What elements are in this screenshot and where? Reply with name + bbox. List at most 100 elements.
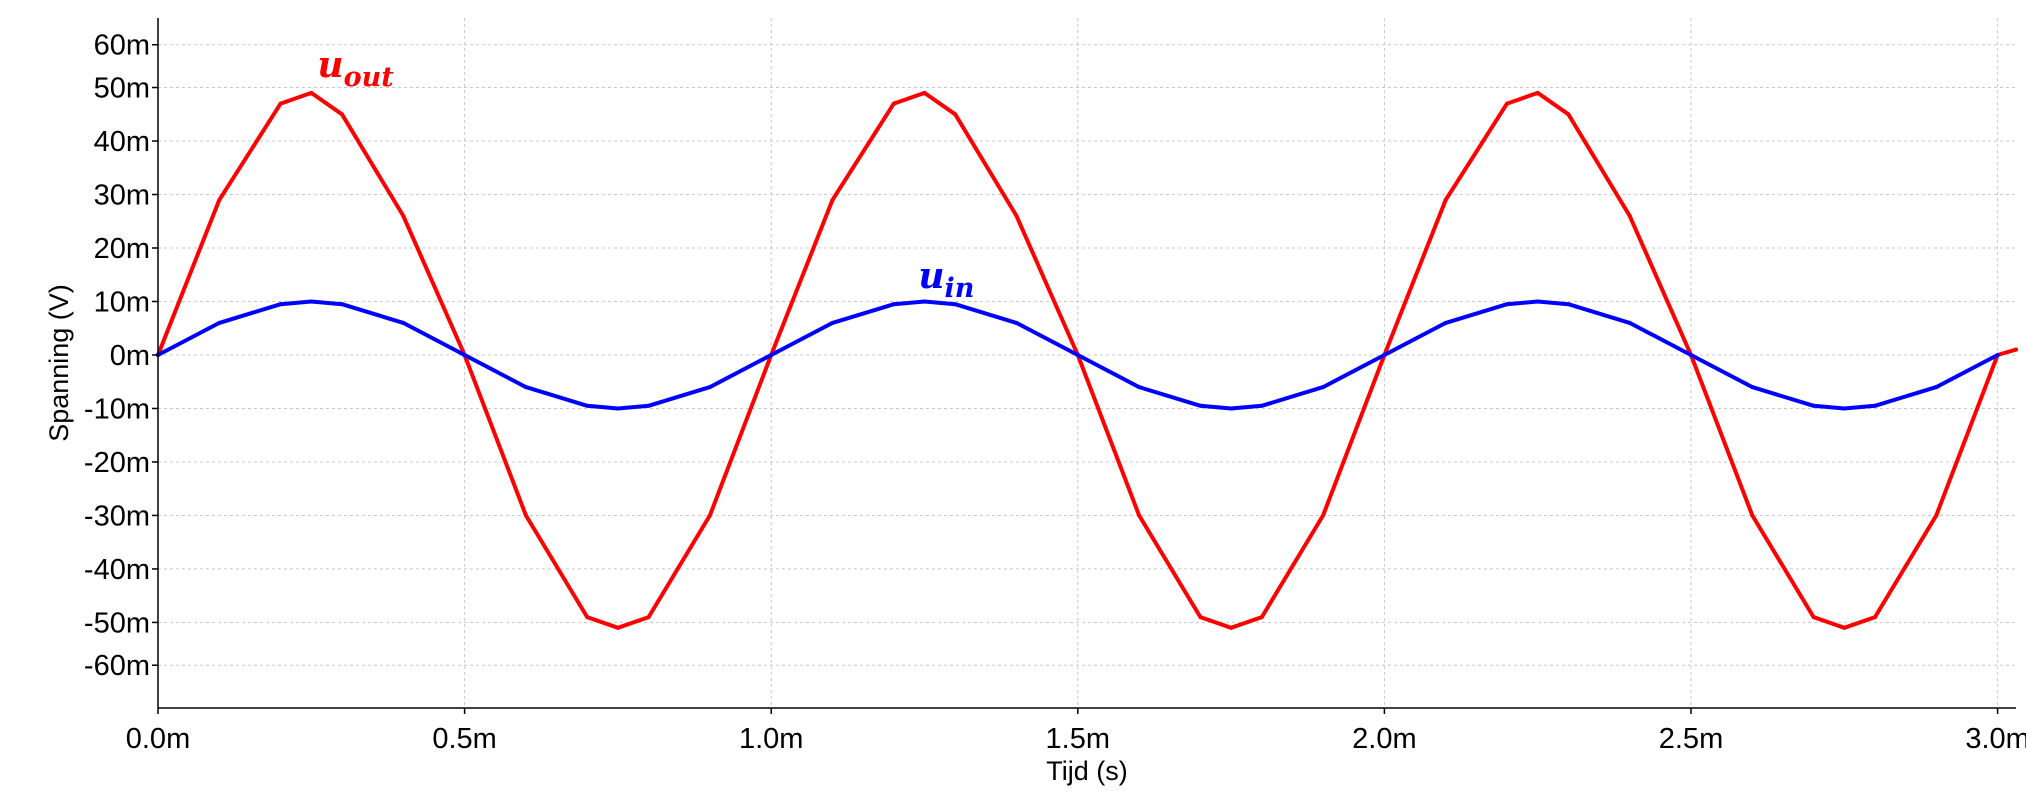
data-point-out [1750, 513, 1755, 518]
data-point-out [1811, 615, 1816, 620]
data-point-out [1443, 197, 1448, 202]
data-point-in [1321, 385, 1326, 390]
data-point-in [339, 302, 344, 307]
data-point-out [1535, 90, 1540, 95]
y-tick-label: -10m [84, 393, 150, 425]
data-point-in [585, 403, 590, 408]
data-point-in [1934, 385, 1939, 390]
data-point-in [1842, 406, 1847, 411]
data-point-in [1689, 352, 1694, 357]
data-point-in [922, 299, 927, 304]
data-point-out [1229, 625, 1234, 630]
data-point-in [615, 406, 620, 411]
data-point-out [1321, 513, 1326, 518]
data-point-in [1566, 302, 1571, 307]
data-point-out [922, 90, 927, 95]
data-point-out [1198, 615, 1203, 620]
data-point-out [1014, 213, 1019, 218]
data-point-in [1229, 406, 1234, 411]
data-point-out [2014, 347, 2018, 352]
curve-label-out: uout [317, 44, 394, 93]
data-point-in [1137, 385, 1142, 390]
series-layer [156, 90, 2018, 630]
data-point-out [1872, 615, 1877, 620]
y-tick-label: -50m [84, 607, 150, 639]
data-point-in [401, 320, 406, 325]
y-tick-label: 30m [94, 180, 150, 212]
data-point-in [523, 385, 528, 390]
data-point-out [217, 197, 222, 202]
x-tick-label: 2.0m [1352, 723, 1416, 755]
x-tick-label: 1.0m [739, 723, 803, 755]
data-point-in [707, 385, 712, 390]
data-point-out [1566, 112, 1571, 117]
data-point-in [1382, 352, 1387, 357]
x-tick-label: 3.0m [1965, 723, 2026, 755]
y-tick-label: 50m [94, 73, 150, 105]
data-point-in [1014, 320, 1019, 325]
data-point-in [1995, 352, 2000, 357]
y-tick-label: 40m [94, 126, 150, 158]
data-point-out [278, 101, 283, 106]
y-tick-label: 10m [94, 286, 150, 318]
y-tick-label: -40m [84, 554, 150, 586]
series-line-out [156, 90, 2018, 630]
data-point-out [523, 513, 528, 518]
curve-label-base: u [317, 44, 343, 86]
data-point-out [1505, 101, 1510, 106]
data-point-out [707, 513, 712, 518]
data-point-in [1198, 403, 1203, 408]
data-point-in [1627, 320, 1632, 325]
data-point-in [1259, 403, 1264, 408]
y-tick-label: -20m [84, 447, 150, 479]
data-point-in [830, 320, 835, 325]
data-point-in [1535, 299, 1540, 304]
x-tick-label: 1.5m [1046, 723, 1110, 755]
data-point-in [1505, 302, 1510, 307]
data-point-out [1627, 213, 1632, 218]
data-point-out [1934, 513, 1939, 518]
data-point-out [615, 625, 620, 630]
data-point-in [769, 352, 774, 357]
data-point-in [1872, 403, 1877, 408]
data-point-in [1075, 352, 1080, 357]
data-point-in [1811, 403, 1816, 408]
x-tick-label: 0.5m [432, 723, 496, 755]
data-point-out [1259, 615, 1264, 620]
y-tick-label: -30m [84, 500, 150, 532]
tick-labels: 60m 50m 40m 30m 20m 10m 0m -10m -20m -30m -40m -50m… [84, 30, 2026, 755]
axes [152, 18, 2016, 714]
data-point-out [339, 112, 344, 117]
data-point-in [891, 302, 896, 307]
x-axis-title: Tijd (s) [1046, 756, 1128, 786]
data-point-in [462, 352, 467, 357]
data-point-out [1137, 513, 1142, 518]
x-tick-label: 2.5m [1659, 723, 1723, 755]
data-point-in [217, 320, 222, 325]
curve-label-subscript: out [344, 62, 395, 93]
data-point-out [646, 615, 651, 620]
y-tick-label: 60m [94, 30, 150, 62]
data-point-out [953, 112, 958, 117]
x-tick-label: 0.0m [126, 723, 190, 755]
y-tick-label: -60m [84, 650, 150, 682]
data-point-in [309, 299, 314, 304]
y-axis-title: Spanning (V) [44, 284, 74, 442]
y-tick-label: 20m [94, 233, 150, 265]
data-point-in [646, 403, 651, 408]
y-tick-label: 0m [110, 340, 150, 372]
grid-lines [157, 18, 2016, 708]
data-point-in [953, 302, 958, 307]
data-point-out [309, 90, 314, 95]
data-point-in [1750, 385, 1755, 390]
data-point-out [401, 213, 406, 218]
curve-label-base: u [918, 255, 944, 297]
curve-label-subscript: in [945, 273, 975, 304]
data-point-out [891, 101, 896, 106]
data-point-out [1842, 625, 1847, 630]
curve-label-in: uin [918, 255, 974, 304]
data-point-out [830, 197, 835, 202]
data-point-out [585, 615, 590, 620]
